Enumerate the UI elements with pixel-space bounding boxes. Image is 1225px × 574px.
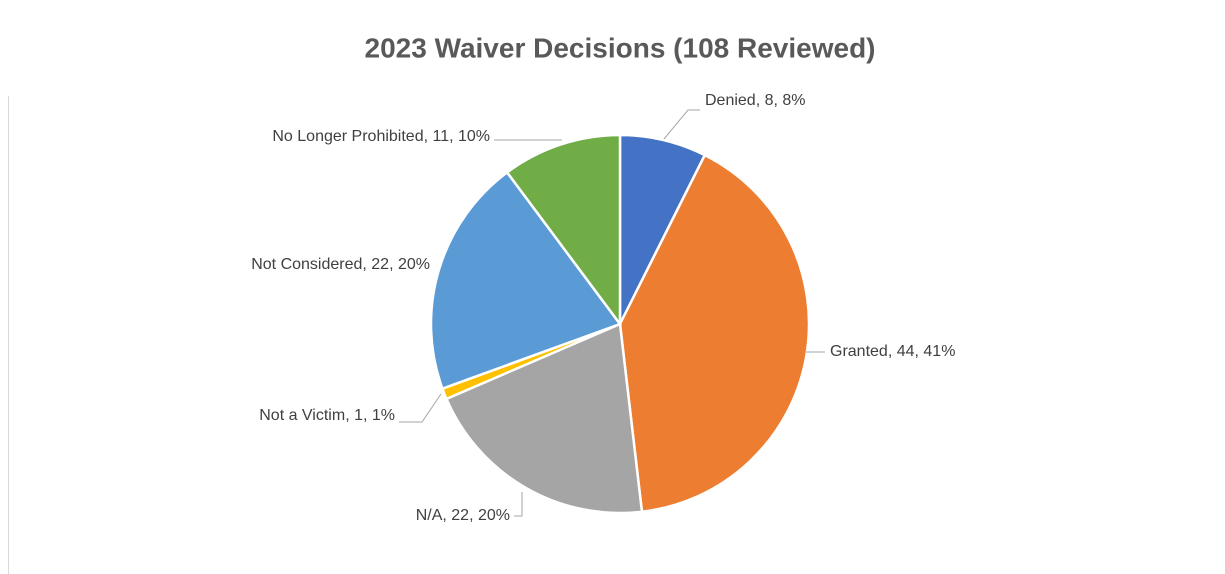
chart-title: 2023 Waiver Decisions (108 Reviewed) (365, 32, 876, 63)
data-label: Not a Victim, 1, 1% (259, 407, 395, 424)
data-label: Denied, 8, 8% (705, 92, 806, 109)
pie-slice (618, 153, 811, 514)
pie-slice (505, 133, 622, 328)
leader-line (514, 492, 523, 517)
data-label: Not Considered, 22, 20% (251, 256, 430, 273)
leader-line (663, 109, 700, 140)
pie-slice (429, 170, 623, 391)
pie-slice (444, 322, 644, 515)
data-label: No Longer Prohibited, 11, 10% (272, 128, 490, 145)
data-label: N/A, 22, 20% (416, 507, 510, 524)
leader-line (399, 393, 442, 423)
data-label: Granted, 44, 41% (830, 343, 955, 360)
